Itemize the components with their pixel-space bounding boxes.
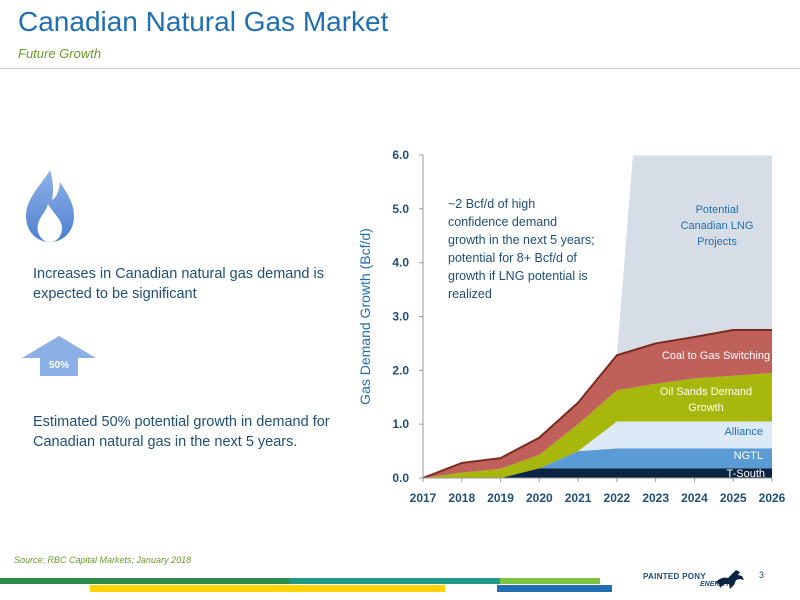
- logo-subword: ENERGY: [700, 581, 730, 588]
- ngtl-area: [423, 448, 772, 478]
- page-number: 3: [759, 570, 765, 580]
- annotation-line: potential for 8+ Bcf/d of: [448, 251, 577, 265]
- annotation-line: growth in the next 5 years;: [448, 233, 595, 247]
- x-tick-label: 2026: [759, 491, 786, 505]
- tsouth-label: T-South: [726, 468, 765, 480]
- oil-sands-label-line1: Oil Sands Demand: [660, 386, 752, 398]
- y-tick-label: 0.0: [392, 471, 409, 485]
- flame-icon: [26, 170, 74, 242]
- oil-sands-label-line2: Growth: [688, 402, 723, 414]
- page-title: Canadian Natural Gas Market: [18, 6, 389, 37]
- alliance-area: [423, 421, 772, 478]
- y-tick-label: 2.0: [392, 363, 409, 377]
- up-arrow-icon: [22, 336, 96, 376]
- annotation-line: realized: [448, 287, 492, 301]
- source-note: Source: RBC Capital Markets; January 201…: [14, 555, 192, 565]
- oil-sands-area: [423, 373, 772, 478]
- x-tick-label: 2021: [565, 491, 592, 505]
- x-tick-label: 2024: [681, 491, 708, 505]
- x-tick-label: 2020: [526, 491, 553, 505]
- footer-bar-green: [0, 578, 290, 584]
- x-tick-label: 2019: [487, 491, 514, 505]
- horse-logo-icon: [716, 570, 744, 589]
- page-subtitle: Future Growth: [18, 46, 102, 61]
- y-tick-label: 1.0: [392, 417, 409, 431]
- lng-area: [616, 155, 772, 356]
- total-demand-line: [422, 328, 772, 479]
- footer-bar-lightgreen: [500, 578, 600, 584]
- footer-bar-yellow: [90, 585, 445, 592]
- y-tick-label: 5.0: [392, 202, 409, 216]
- alliance-label: Alliance: [724, 426, 763, 438]
- ngtl-label: NGTL: [734, 450, 763, 462]
- footer-bar-blue: [497, 585, 612, 592]
- annotation-line: growth if LNG potential is: [448, 269, 588, 283]
- coal-to-gas-label: Coal to Gas Switching: [662, 350, 770, 362]
- x-tick-label: 2017: [410, 491, 437, 505]
- footer-bar-teal: [290, 578, 500, 584]
- y-tick-label: 4.0: [392, 256, 409, 270]
- x-tick-label: 2022: [604, 491, 631, 505]
- arrow-percent-label: 50%: [48, 360, 69, 371]
- y-tick-label: 3.0: [392, 310, 409, 324]
- y-tick-label: 6.0: [392, 148, 409, 162]
- lng-label-line1: Potential: [696, 204, 739, 216]
- lng-label-line3: Projects: [697, 236, 737, 248]
- x-tick-label: 2023: [642, 491, 669, 505]
- annotation-line: confidence demand: [448, 215, 557, 229]
- x-tick-label: 2025: [720, 491, 747, 505]
- logo-wordmark: PAINTED PONY: [643, 572, 707, 581]
- x-tick-label: 2018: [448, 491, 475, 505]
- y-axis-title: Gas Demand Growth (Bcf/d): [357, 228, 373, 405]
- header-divider: [0, 68, 800, 69]
- growth-statement: Estimated 50% potential growth in demand…: [33, 414, 330, 450]
- lng-label-line2: Canadian LNG: [681, 220, 754, 232]
- tsouth-area: [423, 468, 772, 478]
- annotation-line: ~2 Bcf/d of high: [448, 197, 535, 211]
- demand-statement: Increases in Canadian natural gas demand…: [33, 266, 324, 302]
- coal-to-gas-area: [423, 329, 772, 478]
